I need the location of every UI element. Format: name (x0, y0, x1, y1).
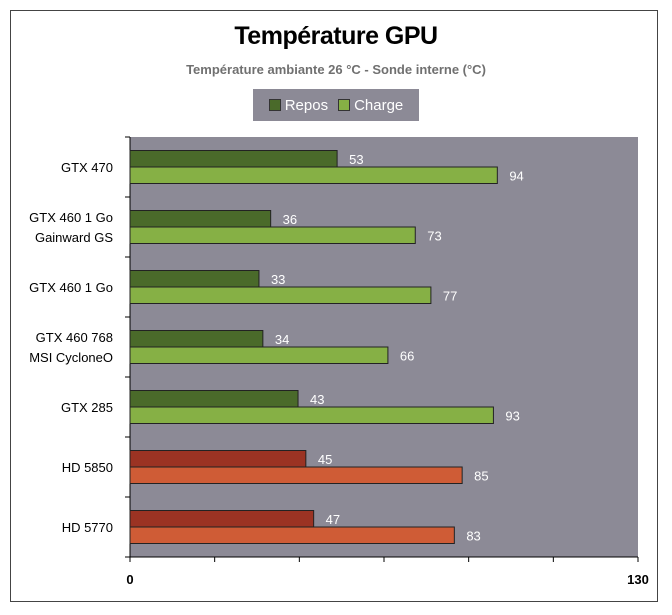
bar-value-label: 93 (505, 408, 519, 423)
category-label: GTX 470 (61, 160, 113, 175)
bar-repos (129, 330, 264, 348)
bar-charge (129, 466, 463, 484)
bar-value-label: 33 (271, 272, 285, 287)
bar-repos (129, 510, 315, 528)
bar-charge (129, 346, 389, 364)
bar-value-label: 73 (427, 228, 441, 243)
category-label: GTX 285 (61, 400, 113, 415)
bar-charge (129, 286, 432, 304)
bar-repos (129, 390, 299, 408)
category-label: GTX 460 768 (36, 330, 113, 345)
legend-item-charge: Charge (338, 97, 403, 114)
bar-value-label: 66 (400, 348, 414, 363)
legend-swatch-repos (268, 99, 281, 111)
bar-repos (129, 270, 260, 288)
bar-repos (129, 150, 338, 168)
bar-value-label: 45 (318, 452, 332, 467)
bar-value-label: 47 (326, 512, 340, 527)
legend-label-charge: Charge (354, 96, 404, 114)
category-label: MSI CycloneO (29, 350, 113, 365)
bar-value-label: 43 (310, 392, 324, 407)
legend-label-repos: Repos (284, 96, 329, 114)
bar-value-label: 85 (474, 468, 488, 483)
category-label: HD 5770 (62, 520, 113, 535)
bar-charge (129, 226, 416, 244)
chart-subtitle: Température ambiante 26 °C - Sonde inter… (186, 62, 486, 77)
bar-value-label: 94 (509, 168, 523, 183)
bar-charge (129, 166, 498, 184)
bar-repos (129, 210, 272, 228)
legend-swatch-charge (338, 99, 351, 111)
category-label: Gainward GS (35, 230, 113, 245)
category-label: GTX 460 1 Go (29, 280, 113, 295)
category-label: HD 5850 (62, 460, 113, 475)
bar-repos (129, 450, 307, 468)
x-tick-label-max: 130 (627, 572, 649, 587)
x-tick-label-min: 0 (126, 572, 133, 587)
category-label: GTX 460 1 Go (29, 210, 113, 225)
bar-charge (129, 406, 494, 424)
bar-value-label: 53 (349, 152, 363, 167)
bar-value-label: 77 (443, 288, 457, 303)
chart-legend: Repos Charge (253, 89, 419, 121)
legend-item-repos: Repos (268, 96, 329, 114)
chart-title: Température GPU (234, 22, 438, 50)
bar-value-label: 34 (275, 332, 289, 347)
bar-charge (129, 526, 455, 544)
bar-value-label: 83 (466, 528, 480, 543)
bar-value-label: 36 (283, 212, 297, 227)
